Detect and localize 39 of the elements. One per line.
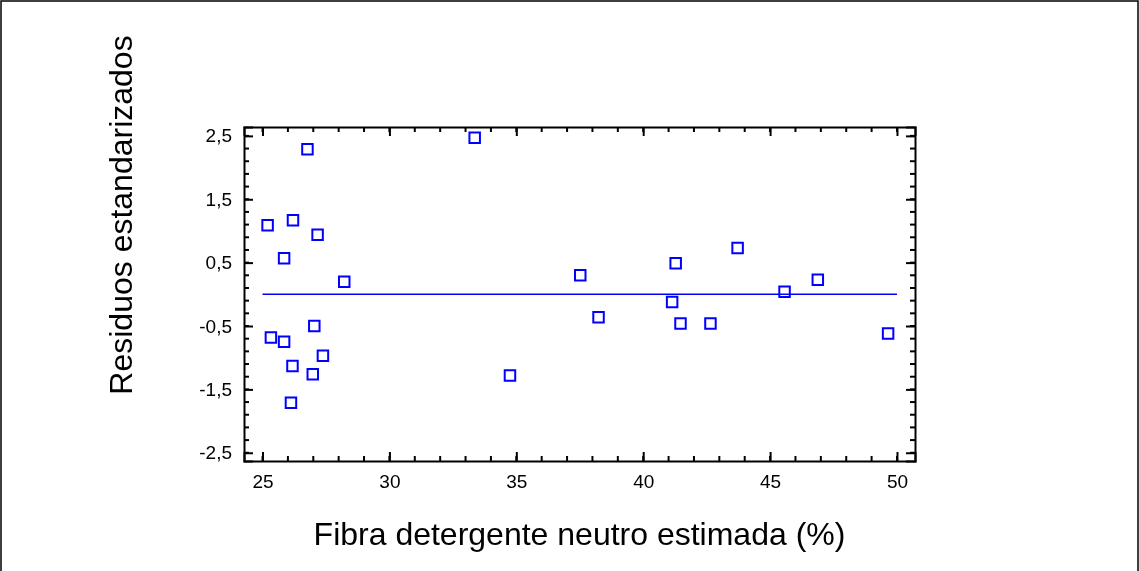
x-tick-label: 35 — [506, 471, 528, 493]
x-tick-label: 25 — [252, 471, 274, 493]
point — [592, 310, 605, 324]
y-tick-label: -1,5 — [199, 378, 232, 400]
point — [284, 396, 298, 409]
point — [286, 213, 300, 227]
y-tick-label: -2,5 — [199, 442, 232, 464]
point — [286, 359, 299, 373]
y-tick-label: 1,5 — [205, 188, 232, 210]
point — [311, 228, 324, 241]
point — [338, 275, 351, 288]
point — [881, 327, 895, 340]
point — [778, 285, 791, 299]
point — [674, 317, 687, 330]
point — [503, 369, 517, 382]
point — [277, 335, 291, 349]
x-tick-label: 50 — [886, 471, 909, 493]
point — [665, 295, 679, 309]
x-tick-label: 30 — [379, 471, 401, 493]
point — [261, 218, 274, 232]
point — [316, 349, 330, 363]
x-tick-label: 40 — [633, 471, 655, 493]
y-tick-label: -0,5 — [199, 315, 232, 337]
point — [574, 269, 587, 282]
x-axis-title: Fibra detergente neutro estimada (%) — [313, 516, 846, 552]
point — [811, 273, 825, 286]
point — [704, 317, 717, 330]
point — [468, 131, 481, 145]
y-tick-label: 2,5 — [205, 125, 232, 147]
point — [731, 241, 744, 255]
point — [306, 367, 320, 381]
x-tick-label: 45 — [760, 471, 782, 493]
point — [308, 319, 321, 333]
point — [669, 257, 682, 270]
point — [264, 331, 278, 344]
point — [301, 142, 314, 156]
y-tick-label: 0,5 — [205, 252, 232, 274]
y-axis-title: Residuos estandarizados — [103, 35, 139, 395]
point — [277, 251, 291, 265]
